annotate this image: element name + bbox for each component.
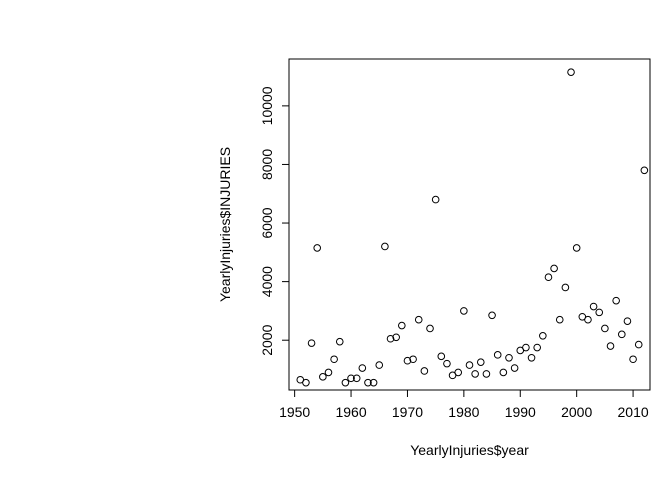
data-point	[358, 364, 367, 372]
data-point	[510, 364, 519, 372]
data-point	[544, 273, 553, 282]
x-tick-label: 1980	[448, 404, 479, 420]
data-point	[443, 359, 451, 368]
data-point	[381, 242, 389, 251]
data-point	[319, 373, 327, 381]
data-point	[550, 264, 558, 273]
data-point	[561, 283, 570, 292]
data-point	[414, 315, 423, 324]
data-point	[617, 330, 626, 339]
x-axis: 1950 1960 1970 1980 1990 2000 2010	[279, 389, 649, 420]
x-tick-label: 2000	[561, 404, 592, 420]
data-point	[409, 355, 417, 364]
data-point	[606, 342, 615, 350]
x-tick-label: 1970	[392, 404, 423, 420]
data-point	[527, 353, 536, 362]
data-point	[539, 332, 547, 340]
data-point	[426, 324, 434, 333]
data-point	[392, 333, 400, 342]
data-point	[601, 324, 609, 333]
data-point	[335, 337, 344, 346]
x-tick-label: 1960	[335, 404, 366, 420]
data-points	[296, 68, 649, 387]
data-point	[369, 378, 378, 387]
data-point	[347, 374, 355, 383]
data-point	[589, 302, 598, 311]
data-point	[471, 370, 479, 378]
x-tick-label: 2010	[618, 404, 649, 420]
data-point	[420, 367, 429, 375]
data-point	[640, 166, 649, 175]
data-point	[352, 374, 361, 383]
data-point	[629, 355, 637, 364]
y-tick-label: 6000	[259, 207, 275, 238]
data-point	[612, 296, 620, 305]
data-point	[533, 343, 541, 352]
y-tick-label: 8000	[259, 149, 275, 180]
data-point	[324, 368, 333, 377]
x-axis-title: YearlyInjuries$year	[410, 442, 529, 458]
data-point	[567, 68, 575, 76]
data-point	[386, 334, 395, 343]
data-point	[572, 244, 581, 252]
data-point	[505, 353, 513, 362]
data-point	[375, 361, 384, 369]
y-tick-label: 2000	[259, 324, 275, 355]
data-point	[465, 361, 474, 369]
data-point	[302, 378, 310, 387]
data-point	[364, 378, 372, 387]
y-tick-label: 4000	[259, 266, 275, 297]
data-point	[341, 378, 350, 387]
data-point	[595, 308, 604, 317]
data-point	[623, 317, 632, 325]
data-point	[499, 368, 508, 377]
y-tick-label: 10000	[259, 86, 275, 125]
x-tick-label: 1990	[505, 404, 536, 420]
data-point	[493, 351, 502, 359]
data-point	[482, 370, 491, 378]
data-point	[454, 368, 463, 377]
data-point	[403, 356, 412, 365]
data-point	[555, 315, 564, 324]
data-point	[313, 244, 322, 252]
data-point	[398, 321, 406, 330]
data-point	[522, 343, 530, 352]
data-point	[307, 339, 316, 347]
data-point	[634, 340, 643, 349]
data-point	[431, 195, 440, 204]
data-point	[437, 352, 446, 361]
y-axis: 2000 4000 6000 8000 10000	[259, 86, 290, 356]
data-point	[488, 311, 496, 320]
y-axis-title: YearlyInjuries$INJURIES	[217, 147, 233, 302]
data-point	[584, 315, 592, 324]
data-point	[476, 358, 485, 366]
data-point	[460, 307, 468, 315]
data-point	[330, 355, 338, 364]
x-tick-label: 1950	[279, 404, 310, 420]
